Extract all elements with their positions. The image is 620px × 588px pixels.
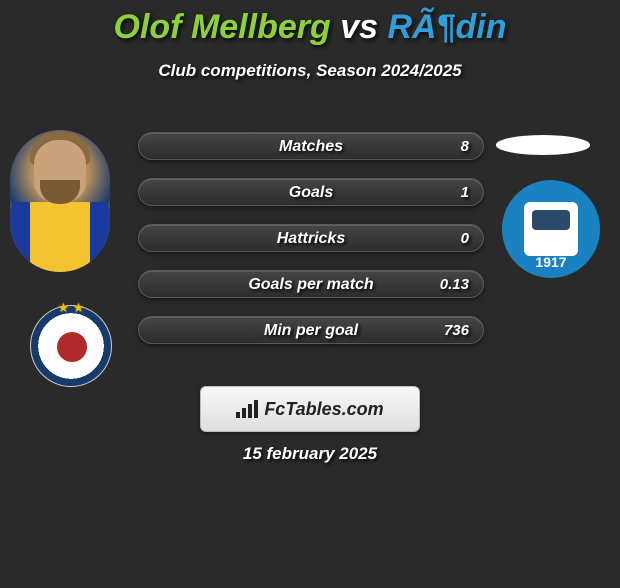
player1-name: Olof Mellberg bbox=[114, 8, 331, 46]
stat-label: Goals per match bbox=[139, 271, 483, 299]
stat-row-matches: Matches 8 bbox=[138, 132, 484, 160]
stat-value: 0.13 bbox=[440, 271, 469, 299]
stat-row-goals: Goals 1 bbox=[138, 178, 484, 206]
stat-label: Matches bbox=[139, 133, 483, 161]
stats-column: Matches 8 Goals 1 Hattricks 0 Goals per … bbox=[138, 132, 484, 362]
chart-icon bbox=[236, 400, 258, 418]
opponent-badge-year: 1917 bbox=[502, 254, 600, 270]
opponent-badge-oval bbox=[496, 135, 590, 155]
fctables-brand: FcTables.com bbox=[264, 399, 383, 420]
subtitle: Club competitions, Season 2024/2025 bbox=[0, 61, 620, 81]
stat-value: 8 bbox=[461, 133, 469, 161]
stat-value: 1 bbox=[461, 179, 469, 207]
fctables-link[interactable]: FcTables.com bbox=[200, 386, 420, 432]
stat-value: 0 bbox=[461, 225, 469, 253]
opponent-badge-round: 1917 bbox=[502, 180, 600, 278]
player-jersey bbox=[10, 202, 110, 272]
footer-date: 15 february 2025 bbox=[0, 444, 620, 464]
club-badge-stars: ★ ★ bbox=[31, 300, 111, 316]
stat-value: 736 bbox=[444, 317, 469, 345]
stat-row-min-per-goal: Min per goal 736 bbox=[138, 316, 484, 344]
vs-label: vs bbox=[340, 8, 378, 46]
stat-row-goals-per-match: Goals per match 0.13 bbox=[138, 270, 484, 298]
opponent-badge-inner bbox=[524, 202, 578, 256]
stat-label: Goals bbox=[139, 179, 483, 207]
stat-row-hattricks: Hattricks 0 bbox=[138, 224, 484, 252]
stat-label: Hattricks bbox=[139, 225, 483, 253]
player-photo bbox=[10, 130, 110, 272]
comparison-title: Olof Mellberg vs RÃ¶din bbox=[0, 8, 620, 47]
club-badge-inner bbox=[53, 328, 91, 366]
player-club-badge: ★ ★ bbox=[30, 305, 112, 387]
stat-label: Min per goal bbox=[139, 317, 483, 345]
player2-name: RÃ¶din bbox=[387, 8, 506, 46]
